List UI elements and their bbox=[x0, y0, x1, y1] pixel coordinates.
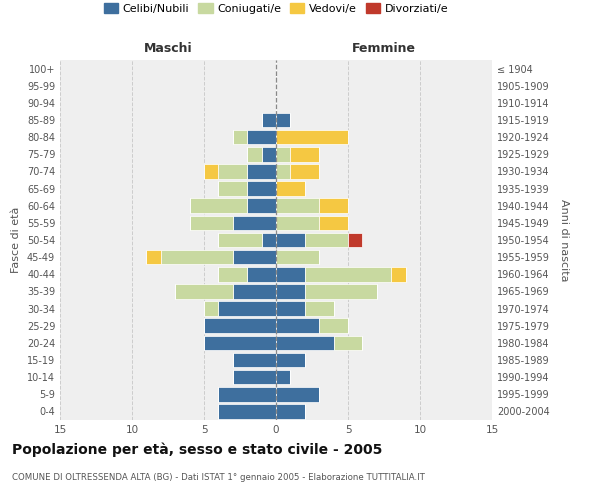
Bar bbox=[276, 302, 305, 316]
Bar bbox=[276, 404, 305, 418]
Bar bbox=[276, 216, 319, 230]
Text: Femmine: Femmine bbox=[352, 42, 416, 55]
Bar bbox=[218, 387, 276, 402]
Bar bbox=[218, 267, 247, 281]
Bar bbox=[204, 164, 218, 178]
Bar bbox=[276, 130, 348, 144]
Bar bbox=[218, 404, 276, 418]
Text: COMUNE DI OLTRESSENDA ALTA (BG) - Dati ISTAT 1° gennaio 2005 - Elaborazione TUTT: COMUNE DI OLTRESSENDA ALTA (BG) - Dati I… bbox=[12, 472, 425, 482]
Bar bbox=[247, 267, 276, 281]
Bar bbox=[247, 164, 276, 178]
Bar bbox=[391, 267, 406, 281]
Bar bbox=[218, 232, 262, 248]
Bar bbox=[276, 318, 319, 333]
Text: Maschi: Maschi bbox=[143, 42, 193, 55]
Bar bbox=[204, 336, 276, 350]
Bar bbox=[305, 267, 391, 281]
Bar bbox=[247, 198, 276, 213]
Bar bbox=[262, 147, 276, 162]
Bar bbox=[218, 182, 247, 196]
Bar bbox=[276, 232, 305, 248]
Bar bbox=[233, 130, 247, 144]
Bar bbox=[334, 336, 362, 350]
Bar bbox=[233, 216, 276, 230]
Bar bbox=[319, 216, 348, 230]
Bar bbox=[290, 164, 319, 178]
Bar bbox=[190, 216, 233, 230]
Bar bbox=[233, 284, 276, 298]
Bar bbox=[290, 147, 319, 162]
Bar bbox=[247, 147, 262, 162]
Bar bbox=[276, 352, 305, 368]
Bar bbox=[305, 302, 334, 316]
Bar bbox=[233, 352, 276, 368]
Y-axis label: Fasce di età: Fasce di età bbox=[11, 207, 21, 273]
Bar bbox=[276, 336, 334, 350]
Bar bbox=[305, 284, 377, 298]
Bar bbox=[319, 198, 348, 213]
Bar bbox=[247, 182, 276, 196]
Bar bbox=[262, 232, 276, 248]
Bar bbox=[348, 232, 362, 248]
Bar bbox=[190, 198, 247, 213]
Bar bbox=[204, 318, 276, 333]
Bar bbox=[146, 250, 161, 264]
Bar bbox=[319, 318, 348, 333]
Legend: Celibi/Nubili, Coniugati/e, Vedovi/e, Divorziati/e: Celibi/Nubili, Coniugati/e, Vedovi/e, Di… bbox=[100, 0, 452, 18]
Bar bbox=[276, 164, 290, 178]
Bar bbox=[276, 250, 319, 264]
Bar bbox=[233, 370, 276, 384]
Bar bbox=[247, 130, 276, 144]
Bar bbox=[276, 267, 305, 281]
Bar bbox=[276, 147, 290, 162]
Bar bbox=[276, 182, 305, 196]
Bar bbox=[276, 370, 290, 384]
Bar bbox=[276, 284, 305, 298]
Bar bbox=[305, 232, 348, 248]
Bar bbox=[276, 198, 319, 213]
Bar bbox=[233, 250, 276, 264]
Bar bbox=[175, 284, 233, 298]
Bar bbox=[161, 250, 233, 264]
Bar bbox=[262, 112, 276, 128]
Text: Popolazione per età, sesso e stato civile - 2005: Popolazione per età, sesso e stato civil… bbox=[12, 442, 382, 457]
Y-axis label: Anni di nascita: Anni di nascita bbox=[559, 198, 569, 281]
Bar bbox=[218, 164, 247, 178]
Bar bbox=[204, 302, 218, 316]
Bar bbox=[276, 112, 290, 128]
Bar bbox=[276, 387, 319, 402]
Bar bbox=[218, 302, 276, 316]
